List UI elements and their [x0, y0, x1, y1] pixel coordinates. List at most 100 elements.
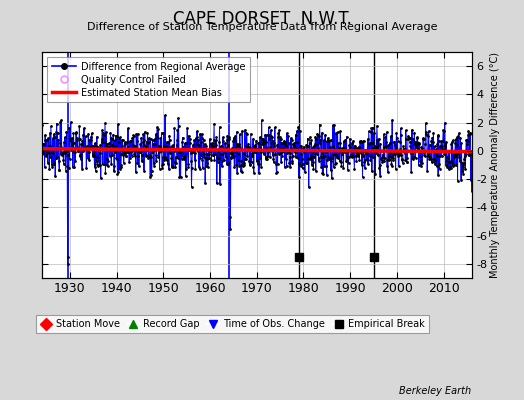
Point — [85, 136, 94, 143]
Point — [147, 172, 156, 178]
Point — [235, 143, 244, 150]
Point — [119, 152, 127, 158]
Point — [354, 149, 362, 156]
Point — [68, 142, 76, 148]
Point — [322, 172, 331, 178]
Point — [198, 156, 206, 163]
Point — [465, 152, 473, 159]
Point — [82, 165, 91, 171]
Point — [362, 147, 370, 154]
Point — [313, 145, 322, 152]
Point — [184, 132, 193, 139]
Point — [175, 174, 183, 180]
Point — [308, 162, 316, 168]
Point — [402, 135, 410, 142]
Point — [340, 138, 348, 144]
Point — [160, 157, 168, 163]
Point — [66, 137, 74, 143]
Text: 1940: 1940 — [101, 282, 133, 294]
Point — [301, 147, 310, 153]
Point — [318, 170, 326, 176]
Point — [315, 133, 323, 139]
Point — [374, 145, 383, 152]
Point — [283, 150, 291, 156]
Point — [256, 144, 264, 150]
Point — [339, 149, 347, 155]
Point — [154, 146, 162, 153]
Point — [305, 148, 313, 154]
Point — [436, 146, 445, 153]
Point — [281, 156, 290, 162]
Legend: Difference from Regional Average, Quality Control Failed, Estimated Station Mean: Difference from Regional Average, Qualit… — [47, 57, 250, 102]
Point — [298, 156, 307, 162]
Point — [443, 164, 452, 170]
Point — [121, 140, 129, 147]
Point — [291, 148, 299, 154]
Point — [439, 128, 447, 134]
Point — [116, 166, 124, 173]
Point — [150, 162, 158, 169]
Point — [198, 131, 206, 137]
Point — [206, 140, 215, 147]
Point — [256, 155, 265, 161]
Point — [80, 144, 88, 150]
Point — [126, 138, 134, 144]
Point — [293, 154, 302, 161]
Point — [134, 148, 143, 154]
Point — [167, 155, 176, 161]
Point — [129, 132, 138, 139]
Point — [390, 138, 398, 145]
Point — [301, 168, 309, 175]
Point — [208, 140, 216, 146]
Point — [452, 162, 460, 168]
Point — [285, 140, 293, 146]
Point — [275, 127, 283, 134]
Point — [383, 129, 391, 135]
Point — [52, 128, 61, 135]
Point — [217, 147, 225, 153]
Point — [458, 162, 467, 169]
Point — [57, 151, 65, 158]
Point — [209, 143, 217, 149]
Point — [391, 141, 399, 148]
Point — [46, 130, 54, 136]
Point — [300, 144, 308, 150]
Point — [75, 123, 83, 130]
Point — [260, 138, 268, 144]
Point — [48, 164, 57, 170]
Point — [85, 144, 94, 150]
Point — [128, 152, 136, 159]
Point — [252, 137, 260, 144]
Point — [216, 150, 224, 157]
Point — [75, 136, 84, 142]
Point — [222, 161, 231, 167]
Point — [347, 154, 356, 160]
Point — [215, 154, 223, 161]
Point — [108, 142, 117, 149]
Point — [400, 146, 408, 152]
Point — [278, 149, 287, 155]
Point — [98, 127, 106, 134]
Point — [58, 149, 67, 156]
Point — [66, 156, 74, 162]
Point — [257, 117, 266, 123]
Point — [159, 161, 167, 167]
Point — [83, 143, 91, 149]
Point — [248, 148, 257, 155]
Point — [393, 150, 401, 156]
Point — [421, 141, 430, 147]
Point — [192, 141, 201, 147]
Point — [104, 158, 112, 164]
Point — [115, 135, 123, 141]
Point — [423, 132, 431, 138]
Point — [367, 129, 375, 136]
Point — [424, 128, 433, 134]
Point — [180, 156, 188, 162]
Point — [373, 140, 381, 146]
Point — [87, 144, 95, 150]
Point — [349, 138, 357, 144]
Point — [341, 148, 349, 155]
Point — [288, 160, 296, 166]
Point — [420, 152, 429, 158]
Point — [230, 134, 238, 141]
